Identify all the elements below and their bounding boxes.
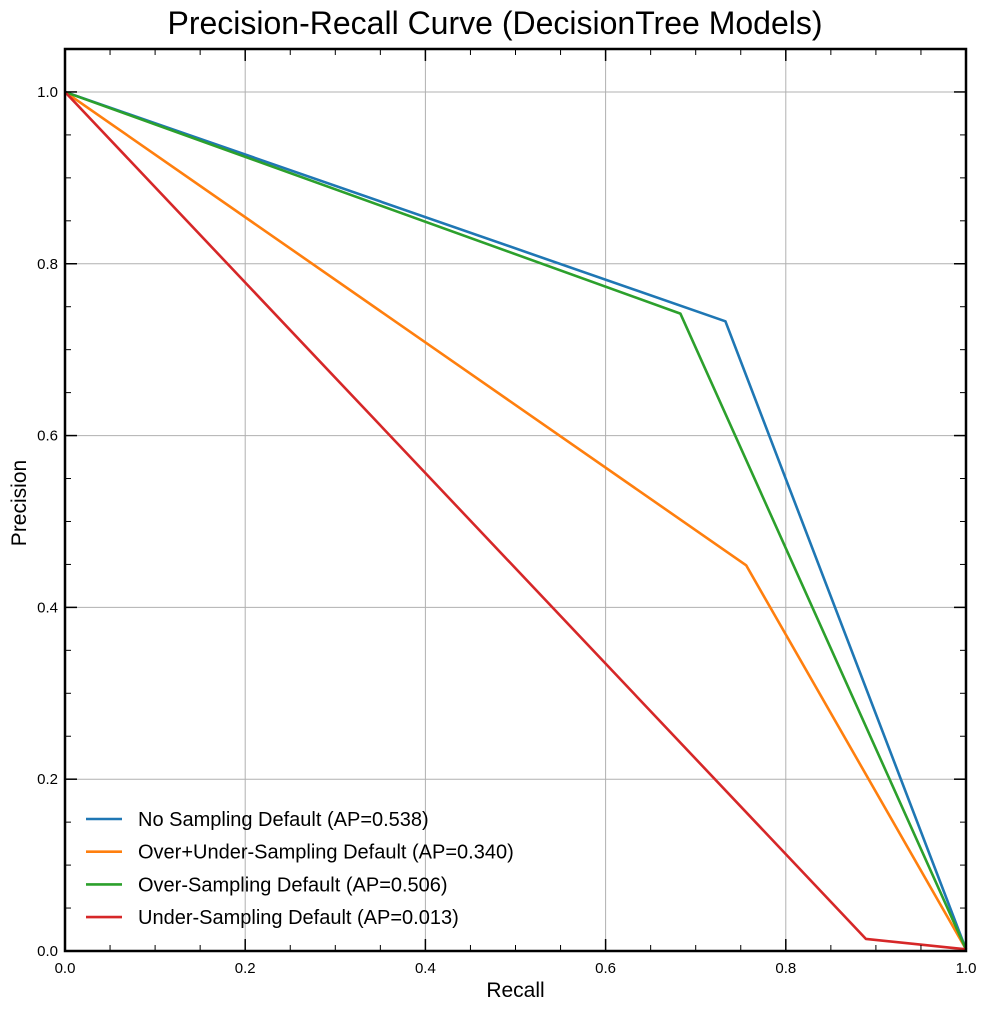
y-tick-label: 1.0	[37, 84, 58, 101]
x-tick-label: 1.0	[956, 960, 977, 977]
legend-label-2: Over+Under-Sampling Default (AP=0.340)	[138, 842, 514, 864]
y-axis-label: Precision	[8, 460, 31, 546]
series-line-2	[64, 90, 968, 950]
y-tick-label: 0.0	[37, 943, 58, 960]
y-tick-label: 0.6	[37, 428, 58, 445]
x-tick-label: 0.4	[415, 960, 436, 977]
x-tick-label: 0.6	[595, 960, 616, 977]
legend-label-1: No Sampling Default (AP=0.538)	[138, 809, 429, 831]
x-axis-label: Recall	[486, 979, 544, 1002]
data-series	[64, 90, 968, 951]
x-tick-label: 0.8	[775, 960, 796, 977]
chart-title: Precision-Recall Curve (DecisionTree Mod…	[167, 5, 822, 41]
series-line-3	[64, 90, 968, 950]
y-tick-label: 0.2	[37, 771, 58, 788]
series-line-1	[64, 90, 968, 950]
x-tick-label: 0.0	[55, 960, 76, 977]
legend-label-3: Over-Sampling Default (AP=0.506)	[138, 874, 448, 896]
x-tick-label: 0.2	[235, 960, 256, 977]
y-tick-label: 0.8	[37, 256, 58, 273]
series-line-4	[64, 91, 967, 951]
axis-ticks: 0.0 0.2 0.4 0.6 0.8 1.0 0.0 0.2 0.4 0.6 0.8 1.0	[37, 49, 976, 977]
y-tick-label: 0.4	[37, 599, 58, 616]
legend-label-4: Under-Sampling Default (AP=0.013)	[138, 907, 459, 929]
legend: No Sampling Default (AP=0.538) Over+Under…	[86, 809, 514, 929]
plot-frame	[63, 47, 968, 953]
